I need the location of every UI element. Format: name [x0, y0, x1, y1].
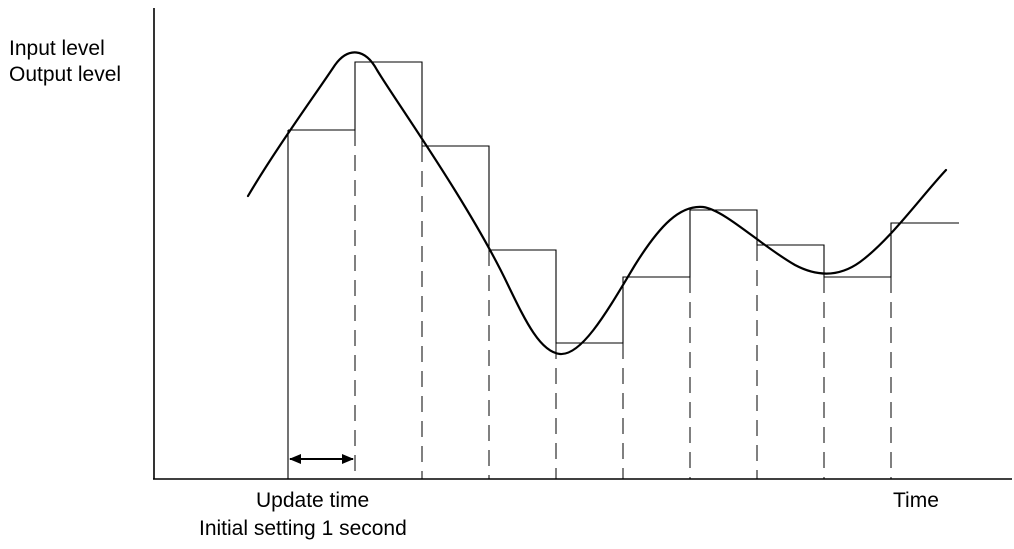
update-interval-guides	[354, 130, 892, 479]
y-axis-label-output: Output level	[9, 63, 122, 86]
output-level-steps	[288, 61, 959, 344]
update-time-label: Update time	[256, 489, 370, 512]
input-level-curve	[246, 51, 948, 356]
y-axis-label-input: Input level	[9, 37, 105, 60]
x-axis-label-time: Time	[893, 489, 939, 512]
initial-setting-label: Initial setting 1 second	[199, 517, 407, 540]
